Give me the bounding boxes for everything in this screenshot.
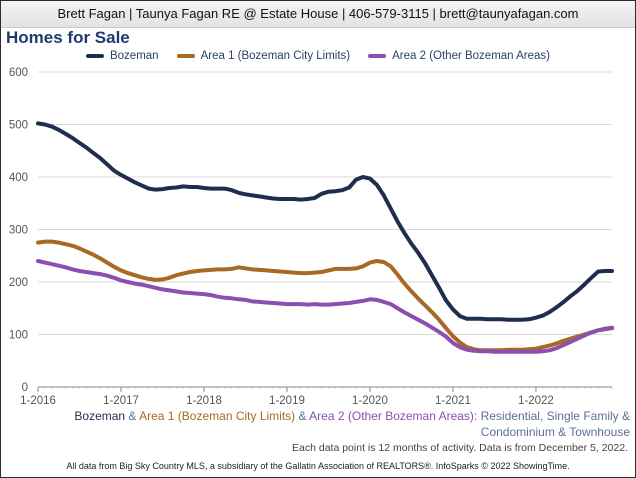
legend-label-area-2: Area 2 (Other Bozeman Areas) [392, 50, 551, 62]
caption-property-types: : Residential, Single Family & [473, 409, 630, 423]
x-tick-label: 1-2017 [103, 395, 139, 407]
caption-line-2: Condominium & Townhouse [480, 425, 630, 439]
legend-item-area-1[interactable]: Area 1 (Bozeman City Limits) [176, 50, 351, 62]
caption-ampersand-1: & [125, 409, 140, 423]
series-line-2 [36, 259, 614, 354]
legend-label-area-1: Area 1 (Bozeman City Limits) [200, 50, 351, 62]
x-tick-label: 1-2016 [20, 395, 56, 407]
series-line-0 [36, 121, 614, 322]
legend-swatch-area-1 [176, 54, 195, 58]
data-note: Each data point is 12 months of activity… [292, 442, 628, 454]
y-tick-label: 0 [22, 382, 28, 394]
legend-item-area-2[interactable]: Area 2 (Other Bozeman Areas) [368, 50, 550, 62]
series-line-1 [36, 239, 614, 353]
chart-caption: Bozeman & Area 1 (Bozeman City Limits) &… [74, 408, 630, 440]
legend-swatch-bozeman [85, 54, 104, 58]
y-tick-label: 500 [9, 120, 28, 132]
x-tick-label: 1-2018 [186, 395, 222, 407]
caption-series-area-1: Area 1 (Bozeman City Limits) [139, 409, 296, 423]
y-tick-label: 400 [9, 172, 28, 184]
x-tick-label: 1-2021 [435, 395, 471, 407]
x-tick-label: 1-2022 [518, 395, 554, 407]
x-tick-label: 1-2019 [269, 395, 305, 407]
chart-title: Homes for Sale [6, 28, 130, 47]
y-tick-label: 300 [9, 225, 28, 237]
x-tick-label: 1-2020 [352, 395, 388, 407]
caption-series-area-2: Area 2 (Other Bozeman Areas) [309, 409, 474, 423]
header-contact-bar: Brett Fagan | Taunya Fagan RE @ Estate H… [1, 1, 635, 28]
legend-label-bozeman: Bozeman [109, 50, 159, 62]
caption-ampersand-2: & [295, 409, 310, 423]
footer-attribution: All data from Big Sky Country MLS, a sub… [66, 461, 570, 471]
y-tick-label: 600 [9, 67, 28, 79]
legend-item-bozeman[interactable]: Bozeman [85, 50, 159, 62]
caption-line-1: Bozeman & Area 1 (Bozeman City Limits) &… [74, 408, 630, 424]
header-contact-text: Brett Fagan | Taunya Fagan RE @ Estate H… [57, 6, 579, 21]
legend-swatch-area-2 [368, 54, 387, 58]
y-tick-label: 200 [9, 277, 28, 289]
caption-series-bozeman: Bozeman [74, 409, 126, 423]
chart-legend: Bozeman Area 1 (Bozeman City Limits) Are… [0, 50, 636, 62]
y-tick-label: 100 [9, 330, 28, 342]
